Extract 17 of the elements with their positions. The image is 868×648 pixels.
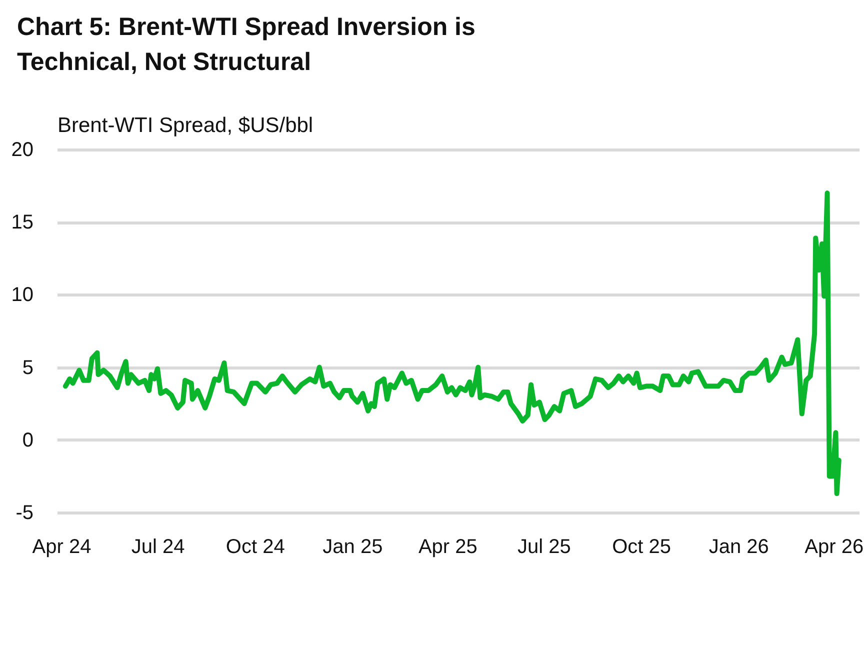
y-tick-label: 10	[11, 284, 34, 306]
chart-title: Chart 5: Brent-WTI Spread Inversion is Technical, Not Structural	[17, 12, 476, 78]
x-tick-label: Jan 25	[322, 536, 383, 558]
x-tick-label: Jan 26	[708, 536, 769, 558]
y-tick-label: -5	[16, 502, 34, 524]
y-tick-label: 5	[22, 356, 34, 379]
y-tick-label: 0	[22, 429, 34, 452]
x-tick-label: Jul 24	[131, 536, 185, 558]
x-tick-label: Oct 24	[226, 536, 285, 558]
x-tick-label: Apr 25	[418, 536, 478, 558]
x-tick-label: Apr 24	[32, 536, 92, 558]
y-tick-label: 20	[11, 139, 34, 161]
x-tick-label: Oct 25	[612, 536, 672, 558]
y-axis-title: Brent-WTI Spread, $US/bbl	[58, 114, 314, 137]
y-tick-label: 15	[11, 212, 34, 234]
x-tick-label: Apr 26	[804, 536, 864, 558]
x-tick-label: Jul 25	[518, 536, 571, 558]
